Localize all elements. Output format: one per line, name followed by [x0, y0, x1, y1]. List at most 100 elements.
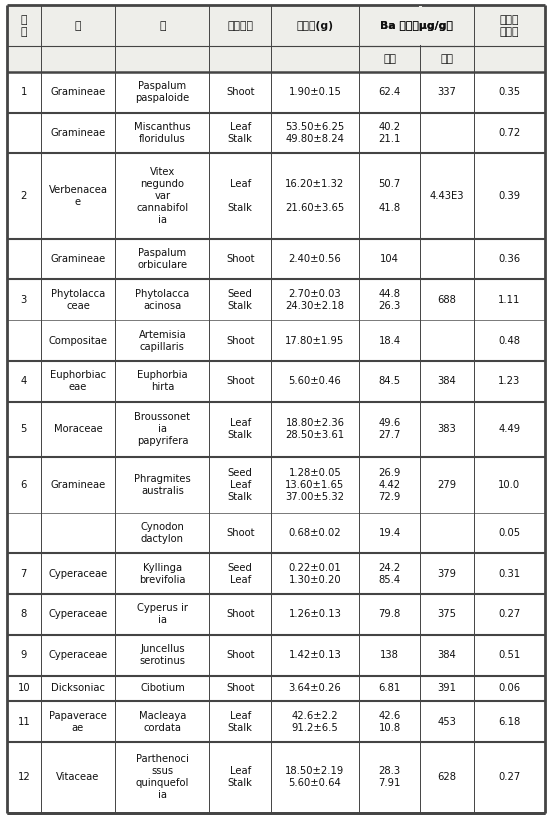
Text: 4.49: 4.49: [498, 425, 521, 434]
Text: 0.51: 0.51: [498, 650, 521, 660]
Text: 0.22±0.01
1.30±0.20: 0.22±0.01 1.30±0.20: [289, 563, 341, 585]
Text: 84.5: 84.5: [379, 376, 401, 386]
Bar: [7, 239, 545, 280]
Text: 1.23: 1.23: [498, 376, 521, 386]
Text: 337: 337: [438, 88, 457, 97]
Text: 序
号: 序 号: [20, 15, 27, 37]
Text: 391: 391: [438, 684, 457, 694]
Text: 1.28±0.05
13.60±1.65
37.00±5.32: 1.28±0.05 13.60±1.65 37.00±5.32: [285, 468, 344, 502]
Bar: [7, 154, 545, 239]
Text: Euphorbiac
eae: Euphorbiac eae: [50, 371, 106, 392]
Text: Papaverace
ae: Papaverace ae: [49, 711, 107, 733]
Text: 53.50±6.25
49.80±8.24: 53.50±6.25 49.80±8.24: [285, 122, 344, 144]
Text: 0.05: 0.05: [498, 528, 521, 538]
Text: 0.68±0.02: 0.68±0.02: [289, 528, 341, 538]
Bar: [7, 676, 545, 701]
Text: 375: 375: [438, 609, 457, 619]
Text: 49.6
27.7: 49.6 27.7: [379, 418, 401, 440]
Text: 1.90±0.15: 1.90±0.15: [289, 88, 341, 97]
Text: 0.27: 0.27: [498, 609, 521, 619]
Text: Shoot: Shoot: [226, 650, 254, 660]
Text: Compositae: Compositae: [49, 335, 108, 345]
Bar: [7, 361, 545, 402]
Text: Cynodon
dactylon: Cynodon dactylon: [140, 522, 184, 544]
Text: 42.6±2.2
91.2±6.5: 42.6±2.2 91.2±6.5: [291, 711, 338, 733]
Text: Shoot: Shoot: [226, 684, 254, 694]
Text: 0.48: 0.48: [498, 335, 521, 345]
Text: Macleaya
cordata: Macleaya cordata: [139, 711, 186, 733]
Text: Shoot: Shoot: [226, 528, 254, 538]
Text: 79.8: 79.8: [379, 609, 401, 619]
Text: Miscanthus
floridulus: Miscanthus floridulus: [134, 122, 190, 144]
Text: 2.40±0.56: 2.40±0.56: [289, 254, 341, 264]
Text: 6.81: 6.81: [379, 684, 401, 694]
Text: 688: 688: [438, 294, 457, 305]
Text: 科: 科: [75, 20, 81, 31]
Text: 104: 104: [380, 254, 399, 264]
Text: 5.60±0.46: 5.60±0.46: [289, 376, 341, 386]
Bar: [7, 72, 545, 113]
Text: Vitaceae: Vitaceae: [56, 772, 100, 782]
Text: Ba 浓度（μg/g）: Ba 浓度（μg/g）: [380, 20, 453, 31]
Text: 土壤: 土壤: [440, 54, 454, 64]
Text: Juncellus
serotinus: Juncellus serotinus: [139, 645, 185, 666]
Text: Seed
Stalk: Seed Stalk: [228, 289, 253, 311]
Bar: [7, 320, 545, 361]
Text: Euphorbia
hirta: Euphorbia hirta: [137, 371, 188, 392]
Text: 5: 5: [20, 425, 27, 434]
Text: Seed
Leaf
Stalk: Seed Leaf Stalk: [228, 468, 253, 502]
Text: 10.0: 10.0: [498, 480, 521, 490]
Text: 2.70±0.03
24.30±2.18: 2.70±0.03 24.30±2.18: [285, 289, 344, 311]
Text: 0.35: 0.35: [498, 88, 521, 97]
Text: Paspalum
paspaloide: Paspalum paspaloide: [135, 82, 189, 103]
Text: Verbenacea
e: Verbenacea e: [49, 185, 108, 207]
Text: Seed
Leaf: Seed Leaf: [228, 563, 253, 585]
Bar: [7, 6, 545, 72]
Text: Phragmites
australis: Phragmites australis: [134, 474, 191, 496]
Bar: [7, 635, 545, 676]
Text: Shoot: Shoot: [226, 609, 254, 619]
Text: 44.8
26.3: 44.8 26.3: [379, 289, 401, 311]
Text: 3.64±0.26: 3.64±0.26: [289, 684, 341, 694]
Text: Leaf
Stalk: Leaf Stalk: [228, 418, 253, 440]
Text: 7: 7: [20, 569, 27, 579]
Text: Leaf
Stalk: Leaf Stalk: [228, 122, 253, 144]
Text: Paspalum
orbiculare: Paspalum orbiculare: [137, 248, 188, 270]
Text: Shoot: Shoot: [226, 335, 254, 345]
Text: 18.80±2.36
28.50±3.61: 18.80±2.36 28.50±3.61: [285, 418, 344, 440]
Bar: [7, 280, 545, 320]
Text: 6.18: 6.18: [498, 717, 521, 726]
Bar: [7, 113, 545, 154]
Text: 628: 628: [438, 772, 457, 782]
Text: 1.11: 1.11: [498, 294, 521, 305]
Text: 26.9
4.42
72.9: 26.9 4.42 72.9: [379, 468, 401, 502]
Text: Shoot: Shoot: [226, 376, 254, 386]
Bar: [7, 457, 545, 513]
Text: 383: 383: [438, 425, 457, 434]
Text: Gramineae: Gramineae: [50, 128, 105, 138]
Text: 42.6
10.8: 42.6 10.8: [379, 711, 401, 733]
Text: 28.3
7.91: 28.3 7.91: [379, 766, 401, 789]
Text: 18.4: 18.4: [379, 335, 401, 345]
Text: 384: 384: [438, 650, 457, 660]
Text: 0.31: 0.31: [498, 569, 521, 579]
Bar: [7, 701, 545, 742]
Text: 4: 4: [20, 376, 27, 386]
Bar: [419, 7, 422, 45]
Text: Cyperaceae: Cyperaceae: [49, 609, 108, 619]
Bar: [7, 742, 545, 812]
Text: 384: 384: [438, 376, 457, 386]
Text: 40.2
21.1: 40.2 21.1: [379, 122, 401, 144]
Text: 2: 2: [20, 191, 27, 201]
Text: Moraceae: Moraceae: [54, 425, 102, 434]
Text: 17.80±1.95: 17.80±1.95: [285, 335, 344, 345]
Bar: [7, 594, 545, 635]
Text: Vitex
negundo
var
cannabifol
ia: Vitex negundo var cannabifol ia: [136, 167, 188, 225]
Text: 3: 3: [20, 294, 27, 305]
Text: Shoot: Shoot: [226, 254, 254, 264]
Bar: [7, 513, 545, 554]
Text: 种: 种: [159, 20, 166, 31]
Text: 植物修
复系数: 植物修 复系数: [500, 15, 519, 37]
Text: 11: 11: [17, 717, 30, 726]
Text: 50.7
 
41.8: 50.7 41.8: [379, 179, 401, 213]
